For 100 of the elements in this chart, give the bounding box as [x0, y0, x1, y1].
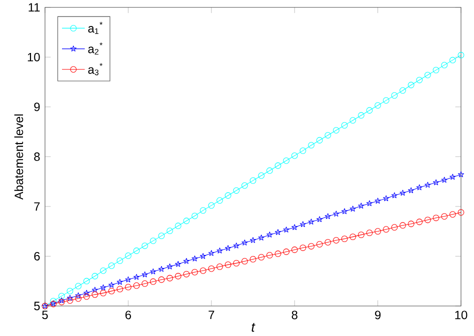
point — [216, 248, 223, 254]
point — [216, 263, 223, 270]
point — [391, 92, 398, 99]
point — [66, 294, 74, 301]
point — [316, 216, 323, 222]
point — [350, 206, 356, 212]
point — [233, 260, 240, 266]
point — [208, 202, 215, 209]
point — [75, 292, 82, 298]
point — [408, 220, 414, 228]
point — [174, 272, 182, 280]
point — [292, 224, 298, 230]
point — [150, 278, 156, 285]
point — [382, 97, 390, 104]
point — [258, 172, 265, 179]
x-tick-label: 5 — [42, 310, 48, 320]
point — [133, 282, 140, 289]
point — [183, 270, 190, 278]
point — [92, 286, 98, 293]
point — [458, 52, 464, 58]
y-tick-label: 11 — [28, 3, 40, 12]
point — [92, 291, 98, 298]
point — [58, 292, 65, 300]
point — [200, 253, 206, 259]
point — [66, 288, 74, 294]
point — [83, 293, 90, 300]
point — [441, 213, 448, 220]
y-tick-label: 7 — [34, 202, 40, 211]
x-tick-label: 8 — [292, 310, 298, 320]
point — [208, 250, 214, 256]
point — [166, 263, 173, 270]
point — [332, 127, 340, 134]
point — [166, 274, 174, 282]
point — [158, 266, 165, 272]
point — [142, 242, 148, 249]
point — [274, 250, 282, 257]
point — [291, 246, 298, 253]
legend-label: a$_{2}$* — [88, 42, 102, 55]
point — [84, 290, 90, 296]
point — [374, 102, 382, 109]
point — [408, 187, 414, 194]
point — [424, 72, 431, 78]
legend-label: a$_{3}$* — [88, 63, 102, 76]
point — [200, 207, 206, 214]
point — [175, 260, 182, 267]
y-tick-label: 10 — [28, 52, 40, 62]
point — [374, 198, 381, 204]
y-tick-label: 8 — [34, 152, 40, 161]
point — [400, 87, 406, 94]
point — [224, 245, 232, 251]
point — [142, 280, 148, 287]
point — [450, 174, 456, 180]
point — [333, 210, 340, 217]
point — [258, 234, 264, 240]
point — [142, 271, 148, 278]
point — [449, 56, 456, 64]
point — [341, 236, 348, 242]
point — [291, 152, 298, 159]
point — [416, 184, 422, 190]
point — [250, 256, 256, 262]
point — [241, 182, 248, 189]
point — [391, 224, 398, 231]
point — [316, 241, 323, 248]
point — [174, 222, 182, 230]
point — [75, 282, 82, 290]
point — [158, 276, 165, 283]
point — [424, 216, 431, 224]
point — [133, 274, 140, 280]
point — [241, 258, 248, 264]
point — [308, 142, 314, 148]
x-tick-label: 7 — [208, 310, 214, 319]
x-tick-label: 9 — [375, 310, 381, 320]
point — [266, 232, 273, 238]
point — [416, 218, 423, 226]
x-tick-label: 6 — [125, 310, 132, 320]
y-axis-title: Abatement level — [14, 114, 24, 200]
point — [124, 284, 132, 290]
point — [100, 284, 106, 290]
point — [50, 298, 57, 304]
y-tick-label: 6 — [34, 252, 40, 260]
point — [308, 218, 314, 225]
point — [350, 234, 356, 240]
point — [324, 213, 331, 220]
point — [100, 267, 106, 274]
point — [108, 288, 115, 294]
point — [158, 232, 165, 240]
point — [358, 232, 364, 238]
point — [308, 243, 314, 250]
point — [266, 252, 273, 258]
point — [300, 244, 306, 251]
point — [283, 157, 290, 164]
point — [458, 171, 464, 178]
point — [283, 226, 290, 232]
point — [432, 66, 440, 74]
point — [324, 132, 332, 138]
point — [274, 162, 282, 169]
point — [83, 278, 90, 284]
point — [166, 228, 174, 234]
point — [258, 254, 265, 260]
point — [75, 295, 82, 302]
